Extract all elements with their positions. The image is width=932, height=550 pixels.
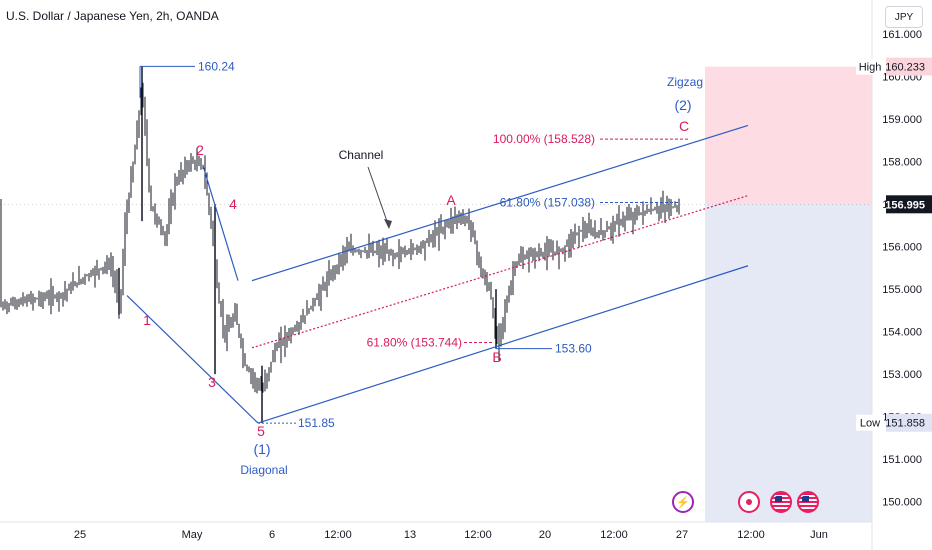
y-tick-label: 158.000 xyxy=(882,157,922,169)
high-tag: High xyxy=(859,62,882,74)
high-price-label: 160.24 xyxy=(198,59,235,73)
x-tick-label: 20 xyxy=(539,529,551,541)
y-tick-label: 150.000 xyxy=(882,497,922,509)
wave-1-degree-label: (1) xyxy=(253,441,270,457)
fib-618-retracement-label: 61.80% (153.744) xyxy=(367,336,462,350)
b-low-price-label: 153.60 xyxy=(555,342,592,356)
x-tick-label: Jun xyxy=(810,529,828,541)
x-tick-label: 12:00 xyxy=(737,529,765,541)
last-price-value: 156.995 xyxy=(885,199,925,211)
y-tick-label: 155.000 xyxy=(882,284,922,296)
low-value: 151.858 xyxy=(885,418,925,430)
us-flag-icon[interactable] xyxy=(770,491,792,513)
x-tick-label: 12:00 xyxy=(464,529,492,541)
wave-b-label: B xyxy=(492,349,501,365)
y-tick-label: 151.000 xyxy=(882,454,922,466)
wave-5-label: 5 xyxy=(257,423,265,439)
channel-upper-line xyxy=(251,124,749,282)
x-tick-label: 13 xyxy=(404,529,416,541)
zigzag-label: Zigzag xyxy=(667,75,703,89)
stop-zone xyxy=(705,204,872,522)
last-price-badge xyxy=(886,195,932,214)
x-tick-label: 25 xyxy=(74,529,86,541)
y-tick-label: 161.000 xyxy=(882,29,922,41)
wave-a-label: A xyxy=(446,192,456,208)
low-price-label: 151.85 xyxy=(298,416,335,430)
channel-median-line xyxy=(251,195,749,349)
wave-2-label: 2 xyxy=(196,142,204,158)
channel-label: Channel xyxy=(339,148,384,162)
y-tick-label: 159.000 xyxy=(882,114,922,126)
lightning-icon[interactable]: ⚡ xyxy=(672,491,694,513)
wave-3-label: 3 xyxy=(208,374,216,390)
channel-arrow-head xyxy=(384,219,392,229)
y-tick-label: 153.000 xyxy=(882,369,922,381)
wave-4-label: 4 xyxy=(229,196,237,212)
x-tick-label: 6 xyxy=(269,529,275,541)
wave-c-label: C xyxy=(679,118,689,134)
high-value: 160.233 xyxy=(885,62,925,74)
x-tick-label: 27 xyxy=(676,529,688,541)
low-tag: Low xyxy=(860,418,880,430)
low-badge xyxy=(886,413,932,432)
x-tick-label: 12:00 xyxy=(324,529,352,541)
y-tick-label: 156.000 xyxy=(882,242,922,254)
diagonal-upper-line xyxy=(202,165,239,281)
x-tick-label: May xyxy=(182,529,203,541)
y-tick-label: 154.000 xyxy=(882,327,922,339)
target-zone xyxy=(705,66,872,205)
fib-618-extension-label: 61.80% (157.038) xyxy=(500,195,595,209)
wave-1-label: 1 xyxy=(143,312,151,328)
economic-event-icon[interactable] xyxy=(738,491,760,513)
high-tag-bg xyxy=(856,58,884,75)
chart-title: U.S. Dollar / Japanese Yen, 2h, OANDA xyxy=(6,9,219,23)
channel-lower-line xyxy=(257,265,749,424)
x-tick-label: 12:00 xyxy=(600,529,628,541)
low-tag-bg xyxy=(856,414,884,431)
currency-button[interactable]: JPY xyxy=(885,6,923,28)
high-badge xyxy=(886,57,932,76)
wave-2-degree-label: (2) xyxy=(674,97,691,113)
us-flag-icon[interactable] xyxy=(797,491,819,513)
channel-arrow xyxy=(367,166,390,228)
diagonal-lower-line xyxy=(126,295,259,424)
fib-100-extension-label: 100.00% (158.528) xyxy=(493,132,595,146)
diagonal-label: Diagonal xyxy=(240,463,287,477)
